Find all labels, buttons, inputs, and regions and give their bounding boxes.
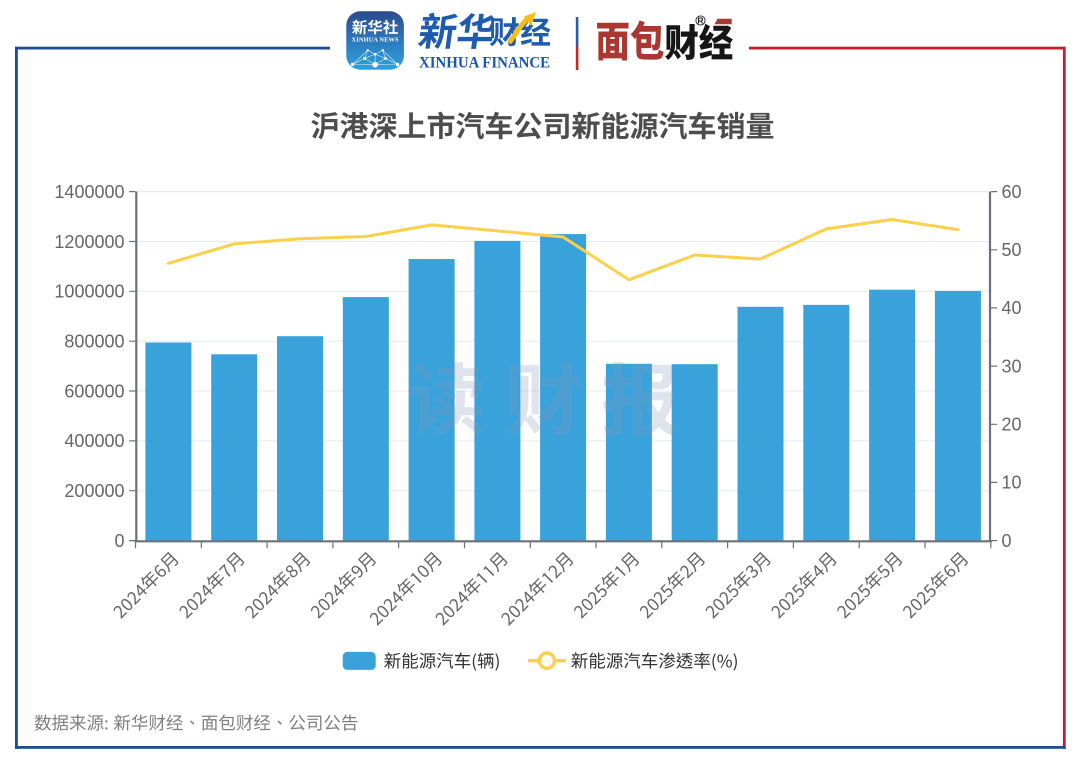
svg-text:1000000: 1000000 xyxy=(54,282,124,302)
svg-text:R: R xyxy=(697,16,703,26)
svg-text:0: 0 xyxy=(114,531,124,551)
svg-text:XINHUA FINANCE: XINHUA FINANCE xyxy=(419,55,550,72)
svg-text:10: 10 xyxy=(1002,473,1022,493)
svg-text:1400000: 1400000 xyxy=(54,182,124,202)
svg-text:400000: 400000 xyxy=(64,431,124,451)
svg-text:40: 40 xyxy=(1002,298,1022,318)
svg-text:50: 50 xyxy=(1002,240,1022,260)
svg-text:1200000: 1200000 xyxy=(54,232,124,252)
svg-text:600000: 600000 xyxy=(64,381,124,401)
svg-text:200000: 200000 xyxy=(64,481,124,501)
svg-text:0: 0 xyxy=(1002,531,1012,551)
svg-text:30: 30 xyxy=(1002,356,1022,376)
svg-text:20: 20 xyxy=(1002,415,1022,435)
svg-text:60: 60 xyxy=(1002,182,1022,202)
svg-text:XINHUA NEWS: XINHUA NEWS xyxy=(352,37,399,44)
svg-text:800000: 800000 xyxy=(64,332,124,352)
